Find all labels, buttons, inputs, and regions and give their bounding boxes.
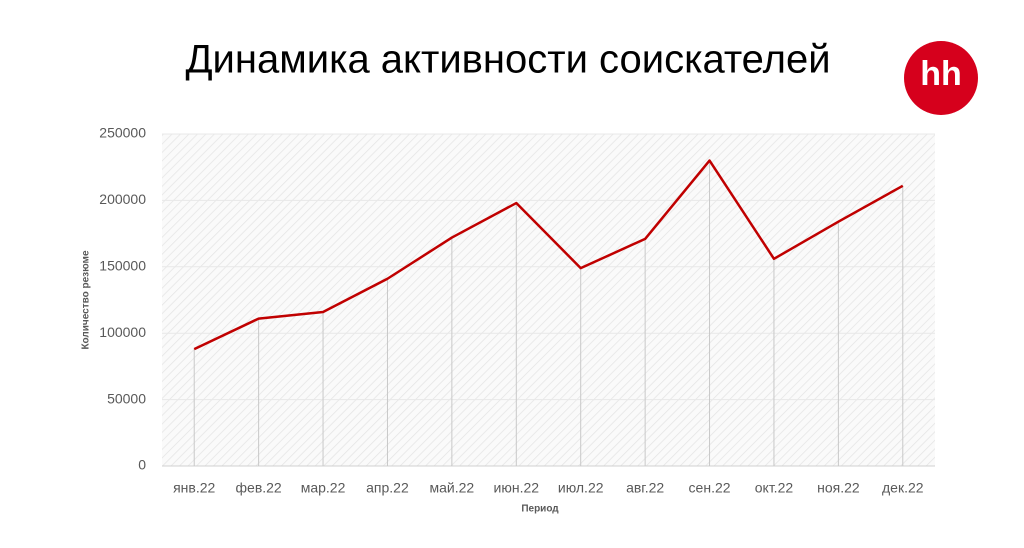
x-tick-label: май.22 — [430, 480, 475, 496]
y-tick-label: 250000 — [99, 125, 146, 141]
x-tick-label: июн.22 — [494, 480, 540, 496]
logo: hh — [920, 55, 962, 93]
x-tick-label: июл.22 — [558, 480, 604, 496]
x-tick-label: сен.22 — [689, 480, 731, 496]
y-tick-label: 50000 — [107, 390, 146, 406]
x-tick-label: ноя.22 — [817, 480, 860, 496]
chart-title: Динамика активности соискателей — [185, 38, 830, 82]
y-tick-label: 0 — [138, 457, 146, 473]
plot-area — [162, 134, 935, 466]
x-tick-label: мар.22 — [301, 480, 346, 496]
y-axis-title: Количество резюме — [81, 250, 92, 350]
x-tick-label: авг.22 — [626, 480, 664, 496]
logo-circle — [904, 41, 978, 115]
y-tick-label: 150000 — [99, 258, 146, 274]
x-tick-label: дек.22 — [882, 480, 924, 496]
y-tick-label: 200000 — [99, 191, 146, 207]
x-tick-label: окт.22 — [755, 480, 794, 496]
x-tick-label: янв.22 — [173, 480, 215, 496]
x-axis-title: Период — [521, 504, 559, 515]
x-tick-label: фев.22 — [236, 480, 282, 496]
x-tick-label: апр.22 — [366, 480, 409, 496]
y-tick-label: 100000 — [99, 324, 146, 340]
data-line — [193, 159, 904, 351]
